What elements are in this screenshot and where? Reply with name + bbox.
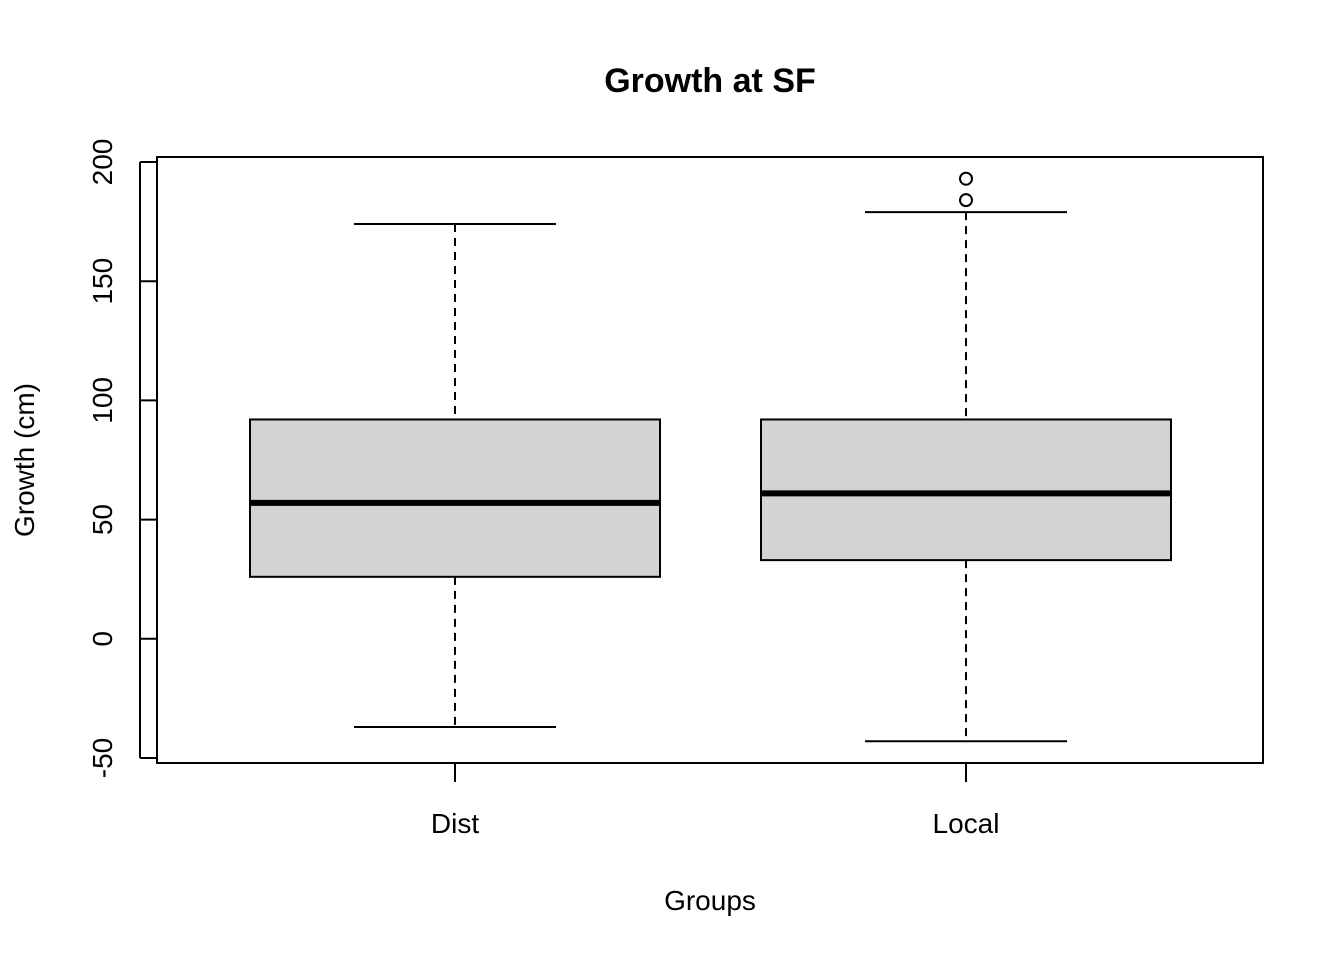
iqr-box	[760, 418, 1172, 562]
outlier-point	[959, 193, 973, 208]
chart-marks: -50 0 50 100 150 200 Dist Local	[87, 139, 1172, 839]
iqr-box	[249, 418, 661, 578]
plot-frame	[156, 156, 1264, 764]
y-tick-label: -50	[87, 738, 118, 778]
x-tick-label: Dist	[431, 808, 479, 839]
x-tick-label: Local	[933, 808, 1000, 839]
y-tick-label: 200	[87, 139, 118, 186]
x-axis-label: Groups	[664, 885, 756, 916]
y-tick-label: 150	[87, 258, 118, 305]
y-tick-label: 50	[87, 504, 118, 535]
y-tick-label: 0	[87, 631, 118, 647]
y-axis-label: Growth (cm)	[9, 383, 40, 537]
y-tick-label: 100	[87, 377, 118, 424]
chart-title: Growth at SF	[604, 62, 816, 100]
outlier-point	[959, 171, 973, 186]
